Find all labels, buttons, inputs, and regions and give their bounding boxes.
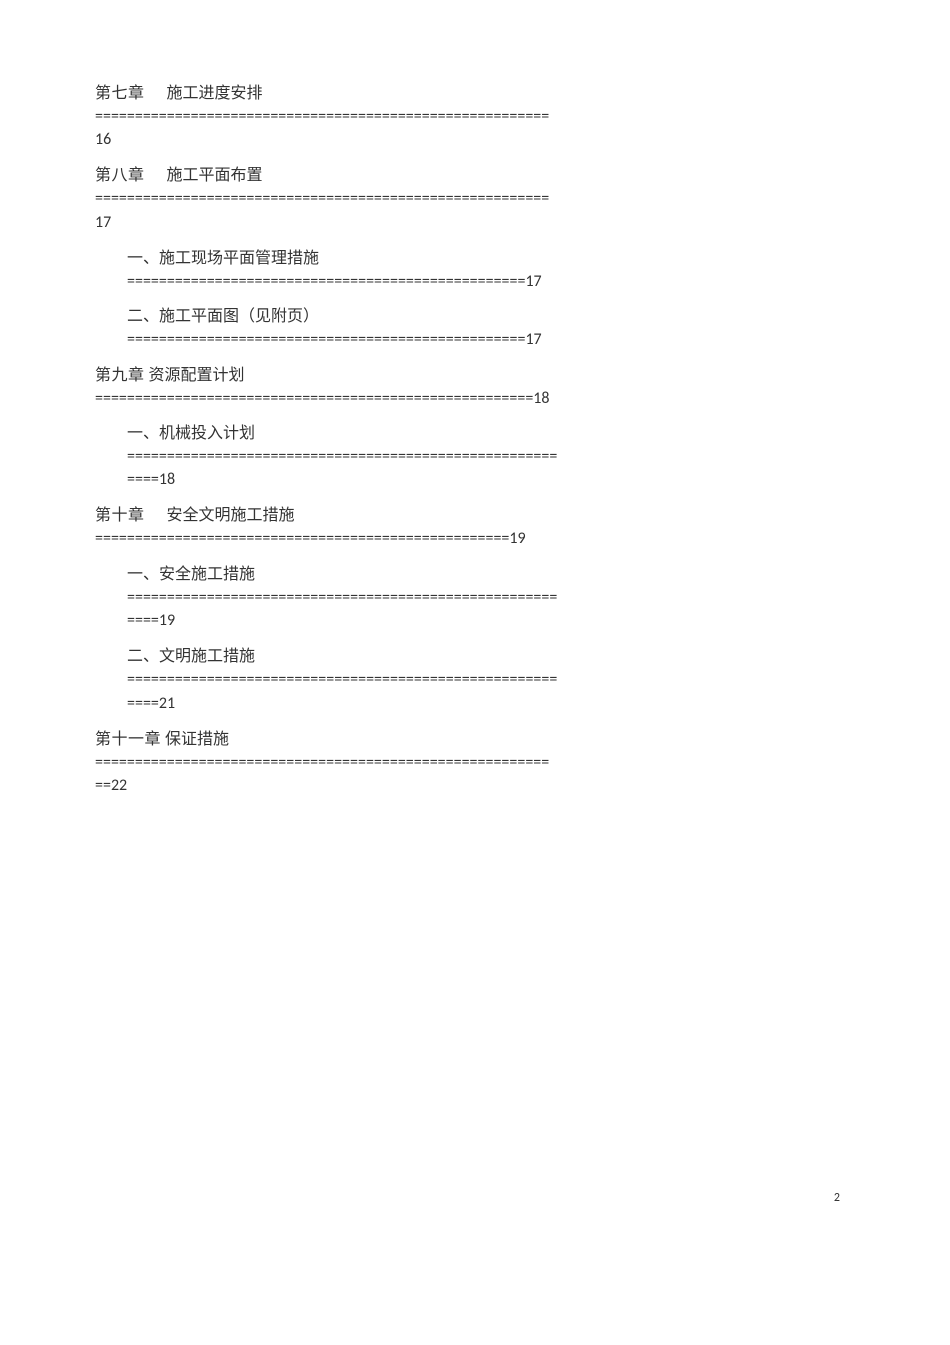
toc-page: ==22 [95,774,855,798]
toc-filler: ========================================… [95,388,855,410]
toc-page: ====19 [127,609,855,633]
toc-page: 19 [509,529,525,548]
toc-page: 17 [525,272,541,291]
chapter-text: 施工平面布置 [167,167,263,184]
toc-filler: ========================================… [95,528,855,550]
toc-page: 17 [525,330,541,349]
toc-title: 一、机械投入计划 [127,422,855,446]
toc-entry: 第十一章 保证措施 ==============================… [95,728,855,798]
toc-filler: ========================================… [127,587,855,609]
page-number: 2 [834,1191,840,1205]
chapter-prefix: 第十一章 [95,731,161,748]
toc-title: 一、安全施工措施 [127,563,855,587]
toc-entry: 第十章 安全文明施工措施 ============================… [95,504,855,550]
chapter-text: 施工进度安排 [167,85,263,102]
chapter-prefix: 第九章 [95,367,145,384]
chapter-prefix: 第八章 [95,167,145,184]
toc-entry: 第七章 施工进度安排 ==============================… [95,82,855,152]
toc-title: 第十一章 保证措施 [95,728,855,752]
toc-title: 第十章 安全文明施工措施 [95,504,855,528]
toc-title: 第九章 资源配置计划 [95,364,855,388]
document-page: 第七章 施工进度安排 ==============================… [0,0,950,798]
chapter-text: 资源配置计划 [145,367,245,384]
toc-title: 第七章 施工进度安排 [95,82,855,106]
toc-entry: 二、施工平面图（见附页） ===========================… [95,305,855,351]
toc-title: 二、施工平面图（见附页） [127,305,855,329]
toc-filler: ========================================… [127,271,855,293]
toc-filler: ========================================… [95,106,855,128]
toc-page: 17 [95,211,855,235]
toc-entry: 第八章 施工平面布置 ==============================… [95,164,855,234]
toc-filler: ========================================… [127,446,855,468]
toc-title: 一、施工现场平面管理措施 [127,247,855,271]
toc-entry: 一、安全施工措施 ===============================… [95,563,855,633]
toc-page: 16 [95,128,855,152]
toc-entry: 二、文明施工措施 ===============================… [95,645,855,715]
toc-page: ====21 [127,692,855,716]
toc-entry: 第九章 资源配置计划 =============================… [95,364,855,410]
chapter-text: 安全文明施工措施 [167,507,295,524]
toc-filler: ========================================… [127,669,855,691]
toc-filler: ========================================… [95,188,855,210]
toc-filler: ========================================… [95,752,855,774]
toc-page: 18 [533,389,549,408]
toc-entry: 一、机械投入计划 ===============================… [95,422,855,492]
toc-entry: 一、施工现场平面管理措施 ===========================… [95,247,855,293]
toc-title: 第八章 施工平面布置 [95,164,855,188]
chapter-text: 保证措施 [161,731,229,748]
toc-filler: ========================================… [127,329,855,351]
chapter-prefix: 第七章 [95,85,145,102]
chapter-prefix: 第十章 [95,507,145,524]
toc-page: ====18 [127,468,855,492]
toc-title: 二、文明施工措施 [127,645,855,669]
